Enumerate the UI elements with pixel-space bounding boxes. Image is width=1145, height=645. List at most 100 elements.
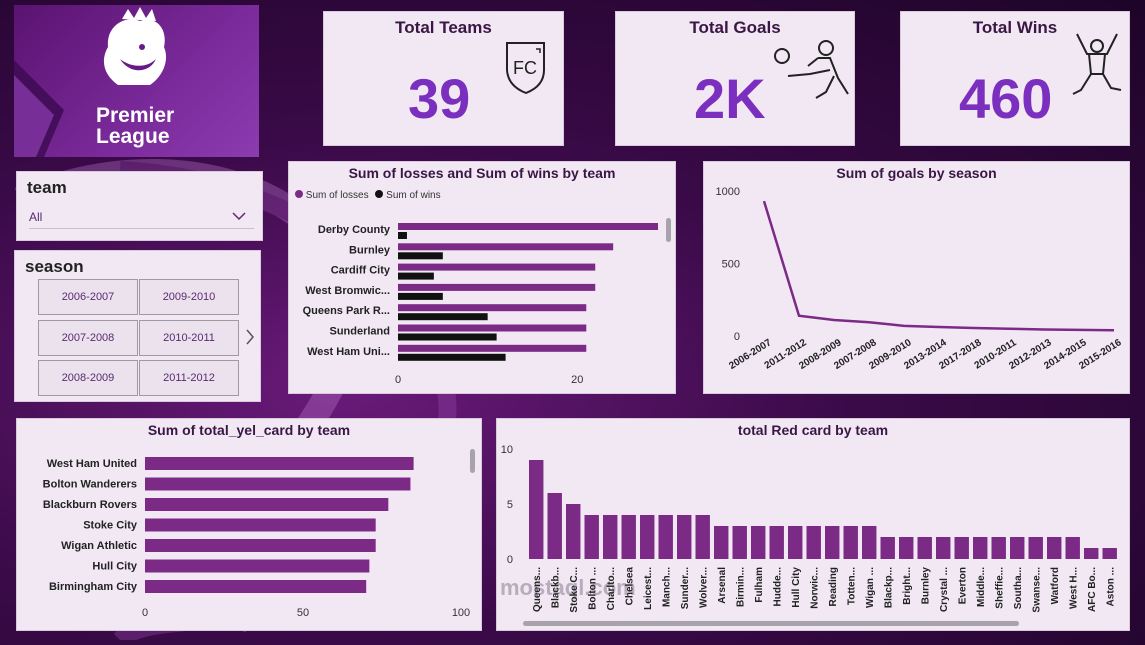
red-card-bar: [566, 504, 581, 559]
x-tick-label: Hudde...: [773, 567, 784, 607]
fc-badge-icon: FC: [506, 42, 545, 95]
red-card-bar: [621, 515, 636, 559]
season-option-2010-2011[interactable]: 2010-2011: [139, 320, 239, 356]
season-option-2007-2008[interactable]: 2007-2008: [38, 320, 138, 356]
kpi-value-wins: 460: [959, 67, 1053, 130]
chart3-scrollbar[interactable]: [470, 449, 475, 473]
red-card-bar: [1065, 537, 1080, 559]
yellow-card-bar: [145, 498, 389, 511]
red-card-bar: [714, 526, 729, 559]
season-option-2006-2007[interactable]: 2006-2007: [38, 279, 138, 315]
x-tick-label: Queens...: [532, 567, 543, 612]
kpi-value-teams: 39: [408, 67, 471, 130]
losses-bar: [398, 324, 587, 332]
losses-bar: [398, 243, 614, 251]
red-card-bar: [603, 515, 618, 559]
red-card-bar: [751, 526, 766, 559]
red-card-bar: [640, 515, 655, 559]
x-tick-label: 50: [297, 607, 309, 619]
y-tick-label: 0: [507, 554, 513, 566]
red-card-bar: [991, 537, 1006, 559]
kpi-card-teams: Total Teams 39 FC: [323, 11, 564, 146]
category-label: Hull City: [92, 561, 137, 573]
chart-legend: Sum of losses Sum of wins: [295, 190, 441, 201]
yellow-cards-chart: Sum of total_yel_card by team West Ham U…: [16, 418, 482, 631]
losses-bar: [398, 283, 596, 291]
losses-bar: [398, 344, 587, 352]
chart1-scrollbar[interactable]: [666, 218, 671, 242]
season-option-2009-2010[interactable]: 2009-2010: [139, 279, 239, 315]
x-tick-label: Reading: [828, 567, 839, 606]
losses-wins-chart: Sum of losses and Sum of wins by team Su…: [288, 161, 676, 394]
chevron-right-icon[interactable]: [245, 329, 255, 345]
category-label: Queens Park R...: [303, 305, 390, 317]
x-tick-label: AFC Bo...: [1087, 567, 1098, 612]
red-card-bar: [1028, 537, 1043, 559]
red-card-bar: [1010, 537, 1025, 559]
season-option-2011-2012[interactable]: 2011-2012: [139, 360, 239, 396]
celebrating-player-icon: [1072, 33, 1122, 95]
x-tick-label: Aston ...: [1106, 567, 1117, 607]
season-option-2008-2009[interactable]: 2008-2009: [38, 360, 138, 396]
category-label: Derby County: [318, 224, 391, 236]
red-card-bar: [880, 537, 895, 559]
team-slicer-title: team: [27, 178, 67, 197]
category-label: Wigan Athletic: [61, 540, 137, 552]
x-tick-label: Leicest...: [643, 567, 654, 610]
category-label: Cardiff City: [331, 265, 391, 277]
red-cards-chart-title: total Red card by team: [737, 422, 889, 438]
red-card-bar: [954, 537, 969, 559]
yellow-card-bar: [145, 539, 376, 552]
x-tick-label: Birmin...: [736, 567, 747, 607]
x-tick-label: 100: [452, 607, 470, 619]
category-label: Bolton Wanderers: [43, 479, 137, 491]
wins-bar: [398, 333, 497, 341]
chevron-down-icon: [232, 212, 246, 221]
x-tick-label: Southa...: [1013, 567, 1024, 609]
brand-line2: League: [96, 125, 170, 148]
goals-line: 050010002006-20072011-20122008-20092007-…: [716, 186, 1124, 372]
watermark: mostaql.com: [500, 575, 636, 600]
x-tick-label: Manch...: [662, 567, 673, 607]
goals-chart-title: Sum of goals by season: [836, 165, 997, 181]
chart4-scrollbar[interactable]: [523, 621, 1019, 626]
category-label: Stoke City: [83, 520, 138, 532]
x-tick-label: Crystal ...: [939, 567, 950, 612]
team-dropdown[interactable]: All: [29, 208, 254, 229]
x-tick-label: Sunder...: [680, 567, 691, 609]
x-tick-label: West H...: [1069, 567, 1080, 609]
red-card-bar: [1047, 537, 1062, 559]
x-tick-label: Wigan ...: [865, 567, 876, 608]
x-tick-label: Charlto...: [606, 567, 617, 611]
wins-bar: [398, 232, 407, 239]
y-tick-label: 10: [501, 444, 513, 456]
x-tick-label: 0: [142, 607, 148, 619]
x-tick-label: Hull City: [791, 567, 802, 608]
red-cards-bars: 0 5 10 Queens... Blackb... Stoke C... Bolton .…: [501, 444, 1117, 613]
red-card-bar: [825, 526, 840, 559]
red-card-bar: [917, 537, 932, 559]
red-card-bar: [1102, 548, 1117, 559]
red-card-bar: [769, 526, 784, 559]
red-card-bar: [584, 515, 599, 559]
x-tick-label: Arsenal: [717, 567, 728, 604]
x-tick-label: Blackb...: [551, 567, 562, 608]
red-card-bar: [1084, 548, 1099, 559]
x-tick-label: Wolver...: [699, 567, 710, 608]
x-tick-label: 20: [571, 374, 583, 386]
red-card-bar: [547, 493, 562, 559]
brand-line1: Premier: [96, 104, 175, 127]
y-tick-label: 500: [722, 259, 740, 271]
y-tick-label: 5: [507, 499, 513, 511]
kpi-card-wins: Total Wins 460: [900, 11, 1130, 146]
team-slicer: team All: [16, 171, 263, 241]
season-slicer-title: season: [25, 257, 84, 276]
x-tick-label: Bright...: [902, 567, 913, 605]
x-tick-label: Norwic...: [810, 567, 821, 609]
season-slicer: season 2006-2007 2009-2010 2007-2008 201…: [14, 250, 261, 402]
red-card-bar: [973, 537, 988, 559]
category-label: Birmingham City: [49, 581, 138, 593]
x-tick-label: Watford: [1050, 567, 1061, 604]
category-label: Burnley: [349, 244, 391, 256]
category-label: West Ham Uni...: [307, 346, 390, 358]
